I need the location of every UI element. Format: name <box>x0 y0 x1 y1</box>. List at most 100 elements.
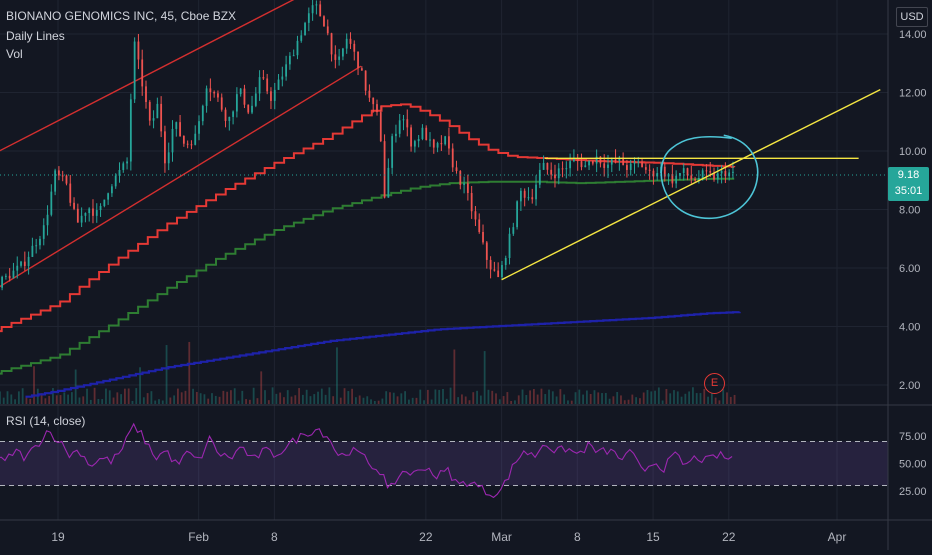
candle-body[interactable] <box>209 88 212 93</box>
candle-body[interactable] <box>690 175 693 180</box>
candle-body[interactable] <box>1 276 3 288</box>
candle-body[interactable] <box>239 88 242 95</box>
candle-body[interactable] <box>561 168 564 170</box>
candle-body[interactable] <box>489 259 492 270</box>
candle-body[interactable] <box>326 26 329 34</box>
candle-body[interactable] <box>266 78 269 92</box>
candle-body[interactable] <box>99 206 102 211</box>
candle-body[interactable] <box>516 201 519 228</box>
candle-body[interactable] <box>376 104 378 113</box>
candle-body[interactable] <box>557 168 560 179</box>
candle-body[interactable] <box>224 109 227 121</box>
candle-body[interactable] <box>569 161 572 169</box>
candle-body[interactable] <box>406 119 409 128</box>
candle-body[interactable] <box>35 245 38 247</box>
candle-body[interactable] <box>353 43 356 52</box>
candle-body[interactable] <box>675 175 678 184</box>
candle-body[interactable] <box>228 116 231 121</box>
candle-body[interactable] <box>508 233 511 258</box>
candle-body[interactable] <box>398 120 401 134</box>
rising-support-trendline[interactable] <box>501 88 881 281</box>
candle-body[interactable] <box>330 33 333 55</box>
candle-body[interactable] <box>523 190 526 198</box>
candle-body[interactable] <box>198 121 200 134</box>
candle-body[interactable] <box>84 213 87 216</box>
candle-body[interactable] <box>133 41 136 100</box>
candle-body[interactable] <box>338 56 341 60</box>
candle-body[interactable] <box>349 38 352 44</box>
candle-body[interactable] <box>372 97 375 105</box>
candle-body[interactable] <box>622 157 625 166</box>
candle-body[interactable] <box>50 191 53 215</box>
candle-body[interactable] <box>391 136 394 168</box>
channel-lower-line[interactable] <box>0 65 362 297</box>
candle-body[interactable] <box>542 162 545 170</box>
candle-body[interactable] <box>573 158 575 162</box>
candle-body[interactable] <box>679 173 681 176</box>
candle-body[interactable] <box>235 94 238 112</box>
candle-body[interactable] <box>618 157 621 161</box>
earnings-marker[interactable]: E <box>704 373 725 394</box>
candle-body[interactable] <box>455 167 458 172</box>
candle-body[interactable] <box>315 4 318 6</box>
candle-body[interactable] <box>80 215 83 223</box>
candle-body[interactable] <box>319 4 322 17</box>
candle-body[interactable] <box>485 242 488 260</box>
candle-body[interactable] <box>709 171 712 173</box>
candle-body[interactable] <box>732 171 734 173</box>
candle-body[interactable] <box>531 197 534 200</box>
candle-body[interactable] <box>504 257 507 266</box>
candle-body[interactable] <box>591 160 594 164</box>
candle-body[interactable] <box>633 162 636 164</box>
candle-body[interactable] <box>27 256 30 266</box>
candle-body[interactable] <box>448 136 450 149</box>
candle-body[interactable] <box>20 261 22 266</box>
candle-body[interactable] <box>694 179 696 181</box>
candle-body[interactable] <box>497 270 500 278</box>
candle-body[interactable] <box>273 89 276 101</box>
candle-body[interactable] <box>194 133 197 145</box>
candle-body[interactable] <box>152 118 155 121</box>
candle-body[interactable] <box>31 245 34 257</box>
candle-body[interactable] <box>671 174 674 184</box>
candle-body[interactable] <box>470 192 473 212</box>
candle-body[interactable] <box>300 35 303 41</box>
candle-body[interactable] <box>357 51 359 69</box>
candle-body[interactable] <box>720 170 723 174</box>
candle-body[interactable] <box>277 79 280 90</box>
candle-body[interactable] <box>421 127 424 140</box>
candle-body[interactable] <box>512 227 515 234</box>
candle-body[interactable] <box>482 231 484 243</box>
candle-body[interactable] <box>175 122 178 129</box>
candle-body[interactable] <box>501 265 503 278</box>
candle-body[interactable] <box>368 90 371 98</box>
candle-body[interactable] <box>599 156 602 164</box>
candle-body[interactable] <box>111 186 113 194</box>
candle-body[interactable] <box>58 170 60 176</box>
candle-body[interactable] <box>54 170 57 192</box>
indicator-vol[interactable]: Vol <box>6 47 23 61</box>
candle-body[interactable] <box>493 269 496 271</box>
candle-body[interactable] <box>201 105 204 122</box>
channel-upper-line[interactable] <box>0 0 318 160</box>
candle-body[interactable] <box>724 170 727 177</box>
candle-body[interactable] <box>243 88 246 105</box>
candle-body[interactable] <box>584 165 587 168</box>
candle-body[interactable] <box>626 165 628 170</box>
candle-body[interactable] <box>610 159 613 165</box>
candle-body[interactable] <box>288 55 291 65</box>
candle-body[interactable] <box>292 55 295 57</box>
candle-body[interactable] <box>167 152 170 164</box>
candle-body[interactable] <box>478 219 481 232</box>
candle-body[interactable] <box>190 144 193 146</box>
candle-body[interactable] <box>69 183 72 203</box>
candle-body[interactable] <box>114 175 117 187</box>
candle-body[interactable] <box>383 141 386 198</box>
candle-body[interactable] <box>387 167 390 198</box>
candle-body[interactable] <box>179 122 181 137</box>
candle-body[interactable] <box>39 238 41 246</box>
candle-body[interactable] <box>186 143 189 145</box>
candle-body[interactable] <box>126 161 128 164</box>
candle-body[interactable] <box>425 127 428 141</box>
candle-body[interactable] <box>92 208 94 216</box>
